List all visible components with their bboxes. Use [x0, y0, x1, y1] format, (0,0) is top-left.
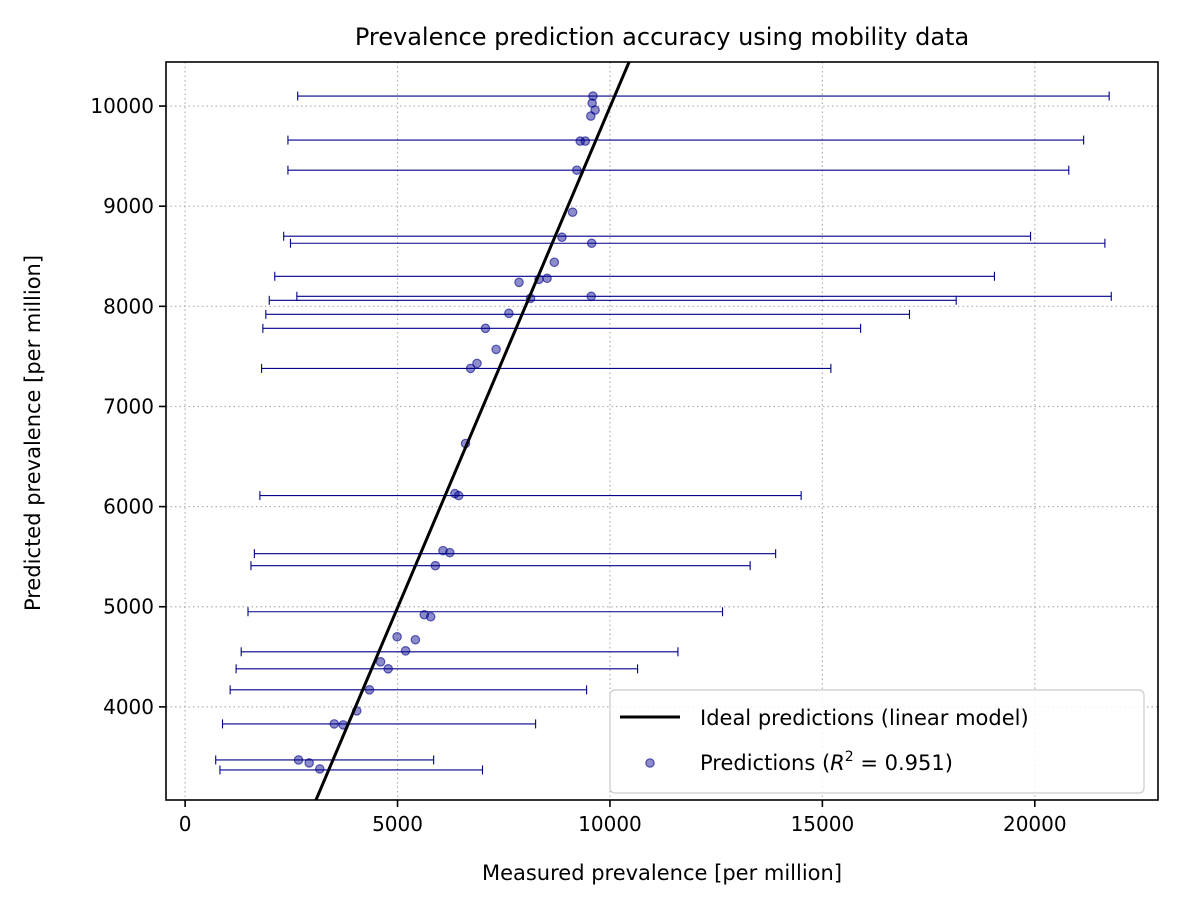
prediction-point: [586, 291, 597, 302]
legend-predictions-marker: [645, 758, 655, 768]
axes-frame: [165, 61, 1159, 801]
prediction-point: [575, 136, 586, 146]
prediction-point: [465, 363, 476, 374]
prediction-point: [375, 657, 386, 667]
plot-area: 0 5000 10000 15000 20000 4000 5000 6000 7000 8000…: [90, 61, 1159, 836]
legend: Ideal predictions (linear model) Predict…: [609, 689, 1145, 794]
prediction-point: [580, 136, 591, 146]
legend-predictions-sup: 2: [845, 749, 854, 765]
legend-predictions-suffix: = 0.951): [854, 751, 953, 775]
chart-title: Prevalence prediction accuracy using mob…: [355, 23, 969, 51]
prediction-point: [480, 323, 491, 334]
prediction-point: [572, 165, 582, 175]
prediction-point: [557, 232, 567, 243]
prediction-point: [430, 560, 441, 571]
legend-predictions-prefix: Predictions (: [700, 751, 830, 775]
legend-box: [609, 689, 1145, 794]
prediction-point: [453, 490, 464, 501]
y-tick-label: 8000: [103, 294, 154, 318]
prediction-point: [586, 238, 597, 249]
prediction-points: [293, 91, 600, 774]
prediction-point: [410, 634, 421, 645]
prediction-point: [549, 257, 560, 268]
y-axis-label: Predicted prevalence [per million]: [21, 255, 45, 611]
prediction-point: [444, 547, 455, 558]
prediction-point: [472, 358, 482, 369]
y-tick-label: 7000: [103, 394, 154, 418]
x-tick-label: 0: [179, 812, 192, 836]
prediction-point: [400, 645, 411, 656]
x-tick-label: 10000: [578, 812, 642, 836]
x-tick-label: 5000: [372, 812, 423, 836]
x-tick-label: 15000: [791, 812, 855, 836]
y-tick-label: 5000: [103, 595, 154, 619]
prediction-point: [293, 755, 304, 765]
y-tick-label: 9000: [103, 194, 154, 218]
prediction-point: [514, 277, 524, 288]
y-tick-label: 6000: [103, 495, 154, 519]
x-axis-label: Measured prevalence [per million]: [482, 861, 842, 885]
prediction-point: [588, 91, 598, 101]
prediction-point: [586, 111, 596, 121]
prediction-point: [304, 758, 314, 768]
x-tick-label: 20000: [1003, 812, 1067, 836]
legend-predictions-r: R: [830, 751, 845, 775]
legend-ideal-label: Ideal predictions (linear model): [700, 706, 1029, 730]
error-bars: [215, 91, 1112, 775]
y-tick-label: 4000: [103, 695, 154, 719]
prediction-point: [542, 273, 552, 284]
prediction-point: [314, 764, 325, 774]
ideal-line: [314, 62, 631, 800]
prediction-point: [425, 611, 436, 622]
legend-predictions-label: Predictions (R2 = 0.951): [700, 749, 953, 775]
prediction-point: [504, 308, 514, 319]
prediction-point: [392, 631, 402, 642]
prediction-point: [491, 344, 501, 355]
prediction-point: [329, 719, 340, 729]
prediction-point: [364, 685, 375, 695]
prediction-point: [383, 664, 393, 674]
prediction-point: [567, 207, 578, 218]
y-tick-label: 10000: [90, 94, 154, 118]
